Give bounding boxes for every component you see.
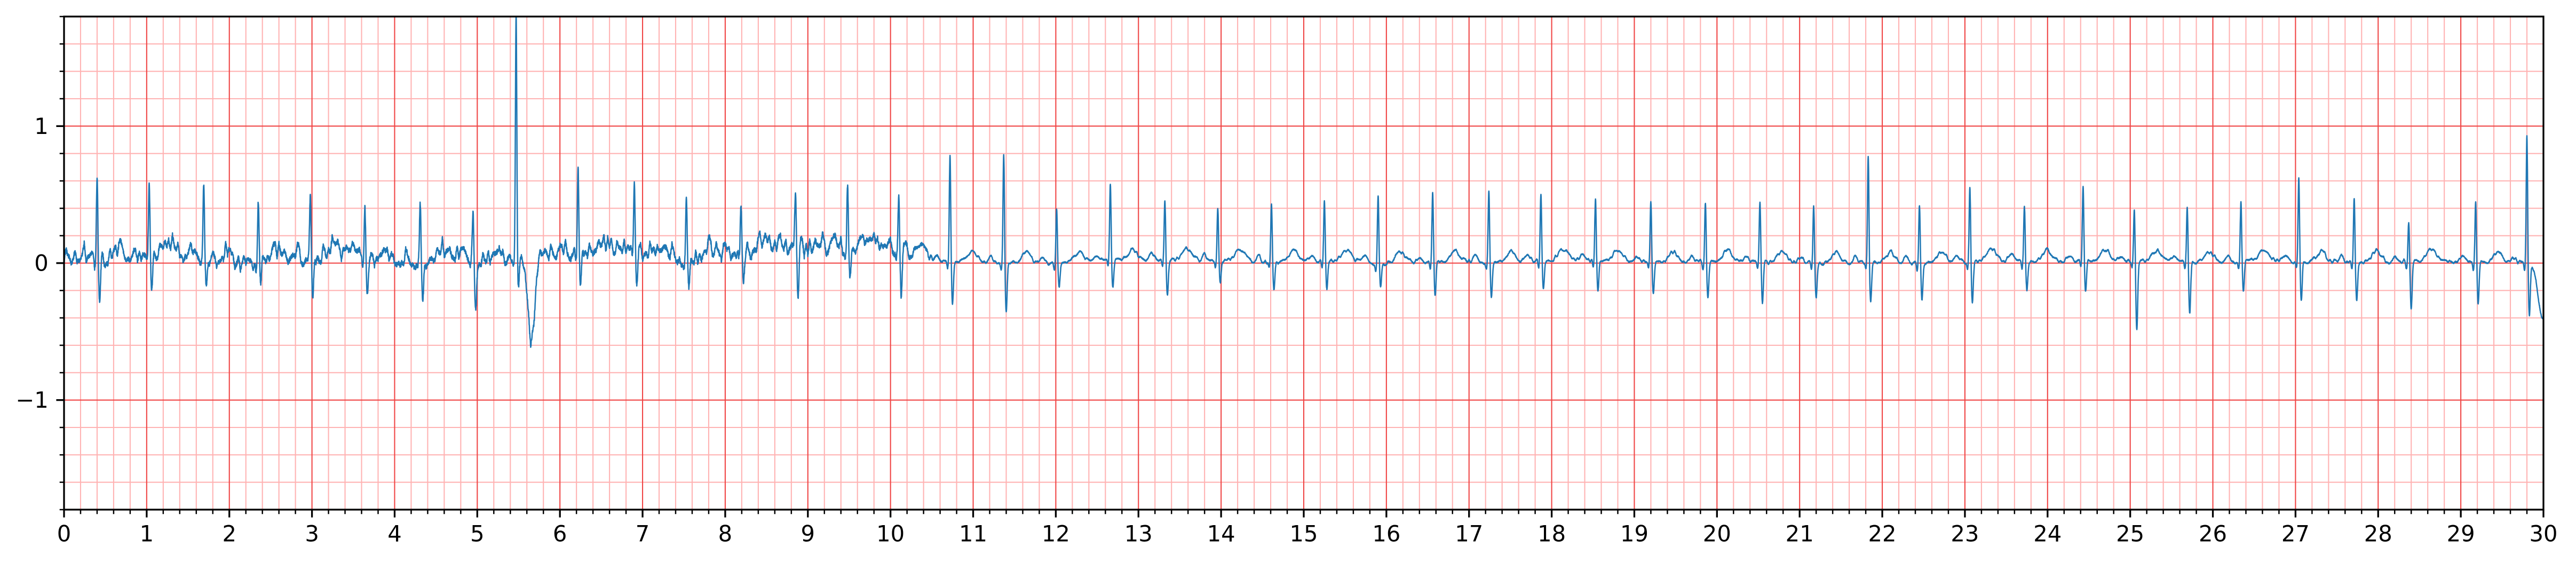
x-tick-label: 15	[1289, 521, 1318, 547]
x-tick-label: 2	[222, 521, 236, 547]
x-tick-label: 14	[1207, 521, 1235, 547]
x-tick-label: 4	[387, 521, 402, 547]
series-layer	[64, 17, 2543, 348]
x-tick-label: 1	[140, 521, 154, 547]
axis-ticks	[56, 15, 2545, 518]
y-tick-label: 0	[34, 250, 49, 276]
x-tick-label: 26	[2199, 521, 2227, 547]
ecg-signal-line	[64, 17, 2543, 348]
x-tick-label: 17	[1455, 521, 1483, 547]
x-tick-label: 10	[876, 521, 905, 547]
x-tick-label: 0	[57, 521, 72, 547]
x-tick-label: 9	[801, 521, 815, 547]
x-tick-label: 19	[1620, 521, 1648, 547]
x-tick-label: 11	[959, 521, 987, 547]
x-tick-label: 20	[1703, 521, 1731, 547]
x-tick-label: 13	[1124, 521, 1153, 547]
x-tick-label: 22	[1868, 521, 1897, 547]
x-tick-label: 21	[1786, 521, 1814, 547]
y-tick-label: −1	[15, 387, 48, 413]
x-tick-label: 5	[470, 521, 485, 547]
x-tick-label: 23	[1951, 521, 1979, 547]
x-tick-label: 16	[1372, 521, 1400, 547]
y-tick-label: 1	[34, 113, 49, 139]
x-tick-label: 7	[636, 521, 650, 547]
x-tick-label: 27	[2281, 521, 2310, 547]
x-tick-label: 28	[2364, 521, 2392, 547]
x-tick-label: 6	[553, 521, 567, 547]
x-axis-tick-labels: 0 1 2 3 4 5 6 7 8 9 10 11 12 13 14 15 16 17 18 19 20 21 22 23 24…	[57, 521, 2558, 547]
y-axis-tick-labels: −1 0 1	[15, 113, 48, 413]
x-tick-label: 8	[718, 521, 733, 547]
x-tick-label: 24	[2033, 521, 2062, 547]
x-tick-label: 25	[2116, 521, 2144, 547]
x-tick-label: 3	[305, 521, 319, 547]
x-tick-label: 29	[2447, 521, 2475, 547]
x-tick-label: 12	[1042, 521, 1070, 547]
x-tick-label: 18	[1537, 521, 1566, 547]
x-tick-label: 30	[2529, 521, 2557, 547]
